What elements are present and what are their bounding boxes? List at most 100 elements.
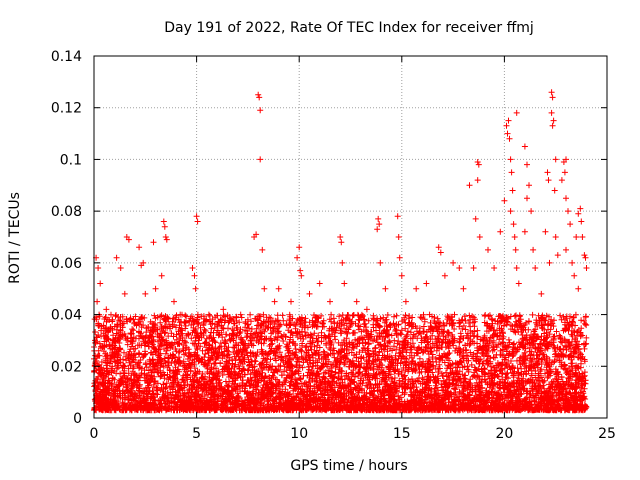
- data-point: [530, 246, 537, 253]
- data-point: [506, 135, 513, 142]
- data-point: [563, 156, 569, 163]
- data-point: [542, 228, 549, 235]
- data-point: [338, 239, 345, 246]
- data-point: [396, 254, 403, 261]
- y-tick-label: 0.14: [51, 49, 82, 65]
- data-point: [450, 259, 457, 266]
- x-tick-labels: 0 5 10 15 20 25: [90, 426, 616, 442]
- axis-ticks: [93, 55, 608, 419]
- x-tick-label: 5: [192, 426, 201, 442]
- data-point: [298, 272, 305, 279]
- data-point: [97, 280, 104, 287]
- x-tick-label: 15: [393, 426, 411, 442]
- data-point: [327, 298, 333, 305]
- data-point: [532, 265, 539, 271]
- data-point: [256, 94, 263, 101]
- data-point: [192, 285, 199, 292]
- data-point: [113, 254, 120, 261]
- data-point: [423, 280, 430, 287]
- data-point: [485, 246, 491, 253]
- y-tick-label: 0.1: [60, 152, 82, 168]
- data-point: [504, 130, 511, 137]
- data-point: [581, 252, 588, 259]
- x-tick-label: 0: [90, 426, 99, 442]
- y-tick-label: 0.06: [51, 256, 82, 272]
- x-axis-label: GPS time / hours: [290, 458, 407, 474]
- data-point: [253, 231, 260, 238]
- data-point: [474, 159, 481, 165]
- data-point: [466, 182, 473, 189]
- dense-point-band: [91, 311, 590, 414]
- data-point: [550, 117, 557, 124]
- data-point: [552, 156, 559, 163]
- data-point: [579, 234, 586, 240]
- data-point: [398, 272, 405, 279]
- data-point: [162, 234, 169, 240]
- data-point: [470, 265, 477, 271]
- data-point: [544, 169, 551, 176]
- data-point: [563, 246, 569, 253]
- data-point: [257, 107, 264, 114]
- data-point: [402, 298, 409, 305]
- data-point: [511, 234, 518, 240]
- data-point: [563, 195, 569, 202]
- data-point: [95, 265, 102, 271]
- x-tick-label: 20: [495, 426, 513, 442]
- data-point: [341, 280, 348, 287]
- data-point: [296, 244, 303, 251]
- data-point: [472, 215, 479, 222]
- data-point: [567, 221, 574, 228]
- y-tick-label: 0.04: [51, 308, 82, 324]
- y-tick-label: 0: [73, 411, 82, 427]
- data-point: [501, 197, 508, 204]
- y-tick-label: 0.02: [51, 359, 82, 375]
- data-point: [259, 246, 266, 253]
- data-point: [363, 306, 370, 313]
- data-point: [413, 285, 420, 292]
- data-point: [538, 290, 545, 297]
- data-point: [382, 285, 389, 292]
- data-point: [94, 298, 101, 305]
- data-point: [339, 259, 346, 266]
- x-tick-label: 25: [598, 426, 616, 442]
- data-point: [140, 259, 147, 266]
- data-point: [476, 234, 483, 240]
- data-point: [497, 228, 504, 235]
- data-point: [109, 316, 116, 323]
- data-point: [376, 221, 383, 228]
- data-point: [306, 290, 313, 297]
- data-point: [353, 298, 360, 305]
- data-point: [205, 311, 212, 318]
- data-point: [510, 221, 517, 228]
- data-point: [503, 122, 510, 129]
- data-point: [375, 215, 382, 222]
- data-point: [552, 234, 559, 240]
- data-point: [521, 143, 528, 150]
- data-point: [548, 109, 555, 116]
- x-tick-label: 10: [290, 426, 308, 442]
- data-point: [441, 272, 448, 279]
- data-point: [294, 254, 301, 261]
- data-point: [161, 223, 168, 230]
- data-point: [191, 272, 198, 279]
- data-point: [554, 252, 561, 259]
- data-point: [521, 228, 528, 235]
- data-point: [92, 337, 98, 344]
- data-point: [575, 210, 582, 217]
- data-point: [460, 285, 467, 292]
- data-point: [549, 94, 556, 101]
- data-point: [505, 117, 512, 124]
- data-point: [121, 290, 128, 297]
- data-point: [524, 195, 530, 202]
- data-point: [507, 156, 514, 163]
- data-point: [395, 234, 402, 240]
- data-point: [524, 161, 530, 168]
- data-point: [261, 285, 268, 292]
- grid-lines: [94, 56, 607, 418]
- data-point: [569, 259, 576, 266]
- data-point: [582, 254, 589, 261]
- data-point: [103, 306, 110, 313]
- data-point: [545, 177, 552, 184]
- data-point: [220, 306, 227, 313]
- data-point: [171, 298, 177, 305]
